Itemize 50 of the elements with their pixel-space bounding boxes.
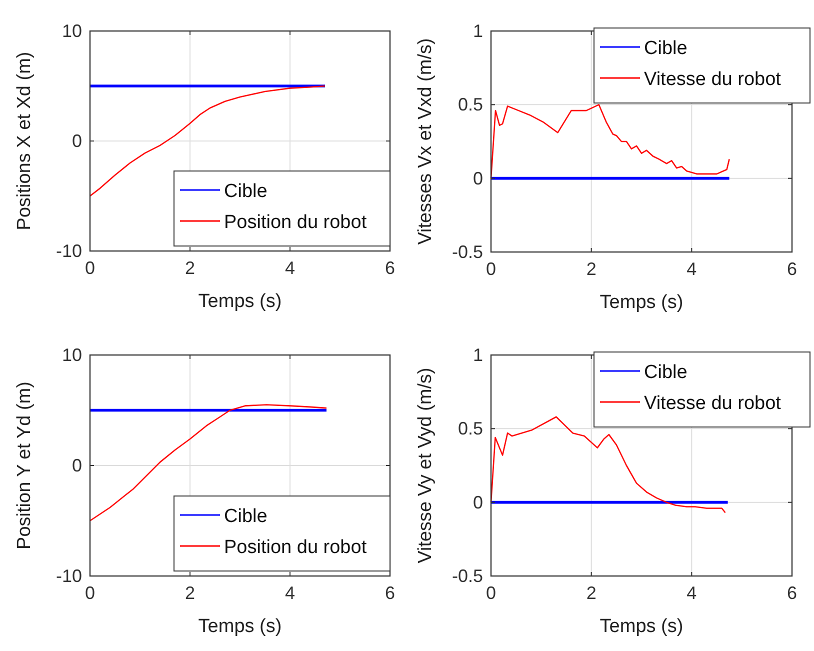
x-tick-label: 4 [686, 259, 697, 279]
x-tick-label: 2 [586, 259, 596, 279]
y-tick-label: -0.5 [452, 566, 483, 586]
x-axis-title: Temps (s) [600, 292, 684, 313]
legend-label: Cible [644, 38, 688, 59]
y-tick-label: 0 [472, 492, 483, 512]
line-series [89, 404, 328, 522]
x-tick-label: 6 [786, 583, 798, 603]
x-tick-label: 2 [586, 583, 596, 603]
x-tick-label: 0 [84, 258, 96, 278]
x-axis-title: Temps (s) [198, 616, 282, 637]
x-tick-label: 6 [786, 259, 798, 279]
line-series [490, 416, 726, 514]
y-tick-label: 0.5 [458, 418, 483, 439]
legend-label: Cible [644, 362, 688, 383]
x-axis-title: Temps (s) [198, 291, 282, 312]
legend-label: Position du robot [224, 212, 368, 233]
x-tick-label: 6 [384, 258, 396, 278]
legend-label: Vitesse du robot [644, 69, 782, 90]
y-tick-label: 0 [472, 168, 483, 188]
legend-label: Vitesse du robot [644, 393, 782, 414]
y-tick-label: -0.5 [452, 242, 483, 262]
legend-label: Cible [224, 506, 268, 527]
y-tick-label: 1 [472, 345, 483, 365]
x-tick-label: 0 [486, 583, 496, 603]
x-tick-label: 4 [686, 583, 697, 603]
legend-label: Cible [224, 181, 268, 202]
y-axis-title: Positions X et Xd (m) [14, 52, 35, 230]
x-axis-title: Temps (s) [600, 616, 684, 637]
y-tick-label: 0 [72, 131, 82, 151]
y-tick-label: -10 [56, 566, 82, 586]
line-series [89, 85, 326, 197]
y-tick-label: 10 [62, 345, 82, 365]
x-tick-label: 2 [184, 583, 196, 603]
x-tick-label: 0 [486, 259, 496, 279]
x-tick-label: 0 [84, 583, 96, 603]
y-tick-label: 0.5 [458, 94, 483, 115]
y-axis-title: Position Y et Yd (m) [14, 382, 35, 550]
line-series [490, 104, 730, 179]
y-tick-label: -10 [56, 241, 82, 261]
y-axis-title: Vitesses Vx et Vxd (m/s) [415, 38, 436, 245]
y-tick-label: 1 [472, 21, 483, 41]
y-axis-title: Vitesse Vy et Vyd (m/s) [415, 368, 436, 564]
legend-label: Position du robot [224, 537, 368, 558]
y-tick-label: 0 [72, 456, 82, 476]
x-tick-label: 2 [184, 258, 196, 278]
y-tick-label: 10 [62, 21, 82, 41]
x-tick-label: 4 [284, 583, 296, 603]
x-tick-label: 6 [384, 583, 396, 603]
x-tick-label: 4 [284, 258, 296, 278]
